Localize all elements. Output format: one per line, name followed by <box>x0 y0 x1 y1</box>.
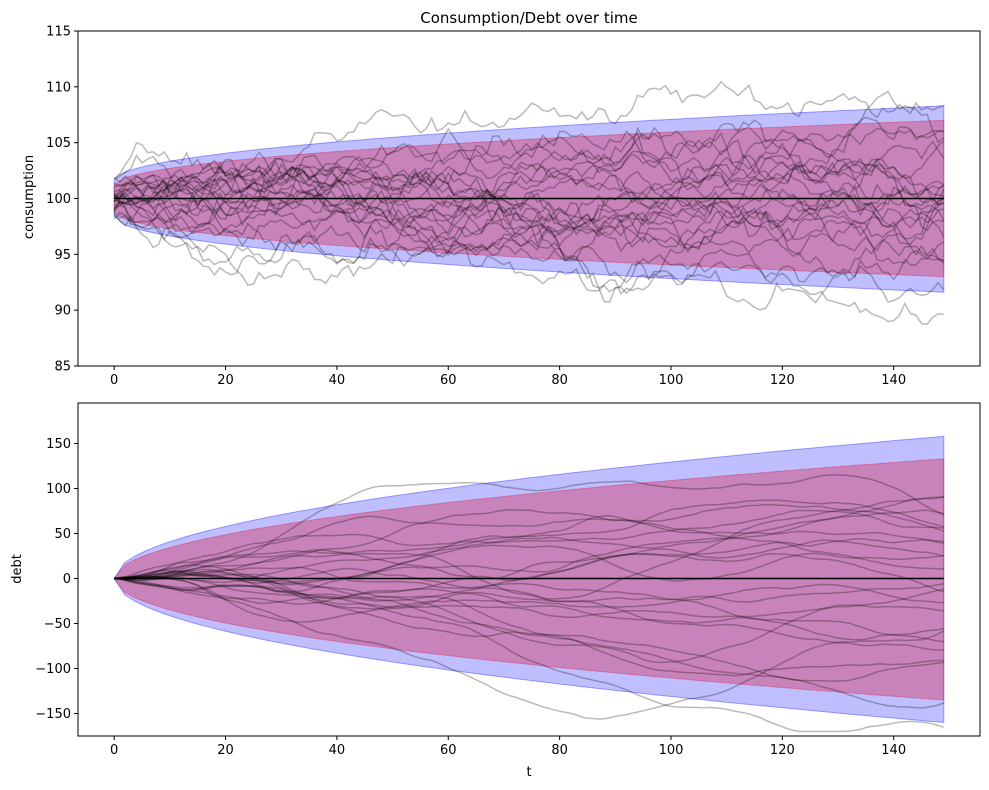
y-tick-label: 90 <box>54 304 71 319</box>
sample-path <box>114 577 944 623</box>
sample-path <box>113 139 945 247</box>
x-tick-label: 0 <box>110 743 118 758</box>
sample-path <box>114 130 945 199</box>
sample-path <box>114 576 944 720</box>
sample-path <box>114 569 944 664</box>
sample-path <box>114 495 944 600</box>
sample-path <box>114 499 944 580</box>
x-tick-label: 0 <box>110 373 118 388</box>
inner-confidence-band <box>113 458 945 701</box>
sample-path <box>113 189 944 326</box>
sample-path <box>113 180 945 255</box>
y-tick-label: 150 <box>46 437 71 452</box>
axes-frame <box>77 402 981 737</box>
sample-path <box>114 567 944 643</box>
x-tick-label: 140 <box>881 743 906 758</box>
x-tick-label: 120 <box>770 373 795 388</box>
y-tick-label: 100 <box>46 482 71 497</box>
x-tick-label: 120 <box>770 743 795 758</box>
y-tick-label: 0 <box>63 572 71 587</box>
sample-path <box>114 172 944 247</box>
debt-panel: debt t 0 20 40 60 80 100 120 140 −150 −100 −50 0 50 1… <box>10 402 981 780</box>
y-tick-label: −50 <box>44 617 71 632</box>
debt-plot-area <box>113 435 945 733</box>
x-tick-label: 100 <box>659 743 684 758</box>
sample-path <box>113 179 945 281</box>
debt-y-axis-label: debt <box>10 554 25 584</box>
sample-path <box>114 569 944 682</box>
sample-path <box>113 80 945 200</box>
sample-path <box>113 164 945 239</box>
chart-title: Consumption/Debt over time <box>420 9 637 27</box>
sample-path <box>113 140 945 258</box>
x-tick-label: 40 <box>329 743 346 758</box>
sample-path <box>113 126 944 239</box>
sample-path <box>114 577 945 733</box>
sample-path <box>114 544 944 585</box>
x-tick-label: 100 <box>659 373 684 388</box>
sample-path <box>113 176 945 257</box>
sample-path <box>114 577 944 610</box>
sample-path <box>113 116 944 217</box>
sample-path <box>113 162 945 303</box>
sample-path <box>114 574 945 644</box>
sample-path <box>114 138 945 203</box>
sample-path <box>113 154 945 311</box>
x-tick-label: 80 <box>551 373 568 388</box>
sample-path <box>114 496 944 580</box>
sample-path <box>114 503 945 580</box>
sample-path <box>113 213 945 265</box>
x-tick-label: 60 <box>440 373 457 388</box>
sample-path <box>113 154 945 262</box>
sample-path <box>113 177 945 262</box>
x-tick-label: 80 <box>551 743 568 758</box>
consumption-y-axis-label: consumption <box>22 155 37 239</box>
sample-path <box>114 568 945 709</box>
sample-path <box>114 509 944 583</box>
x-tick-label: 40 <box>329 373 346 388</box>
sample-path <box>114 181 944 230</box>
sample-path <box>114 509 944 580</box>
sample-path <box>114 515 944 580</box>
y-tick-label: 105 <box>46 136 71 151</box>
y-tick-label: −100 <box>35 662 71 677</box>
sample-path <box>113 212 945 293</box>
y-tick-label: 110 <box>46 80 71 95</box>
outer-confidence-band <box>113 435 945 724</box>
sample-path <box>113 119 945 206</box>
y-tick-label: 95 <box>54 248 71 263</box>
x-tick-label: 20 <box>217 373 234 388</box>
x-tick-label: 60 <box>440 743 457 758</box>
x-tick-label: 20 <box>217 743 234 758</box>
x-tick-label: 140 <box>881 373 906 388</box>
y-tick-label: 115 <box>46 25 71 40</box>
consumption-plot-area <box>113 80 945 326</box>
y-tick-label: 85 <box>54 360 71 375</box>
y-tick-label: 50 <box>54 527 71 542</box>
consumption-panel: Consumption/Debt over time consumption 0… <box>22 9 981 388</box>
sample-path <box>114 515 944 593</box>
sample-path <box>114 552 945 602</box>
y-tick-label: 100 <box>46 192 71 207</box>
sample-path <box>113 90 945 216</box>
sample-path <box>113 160 945 218</box>
sample-path <box>114 474 945 580</box>
debt-x-axis-label: t <box>526 765 531 780</box>
sample-path <box>114 564 944 677</box>
y-tick-label: −150 <box>35 707 71 722</box>
sample-path <box>114 539 944 605</box>
